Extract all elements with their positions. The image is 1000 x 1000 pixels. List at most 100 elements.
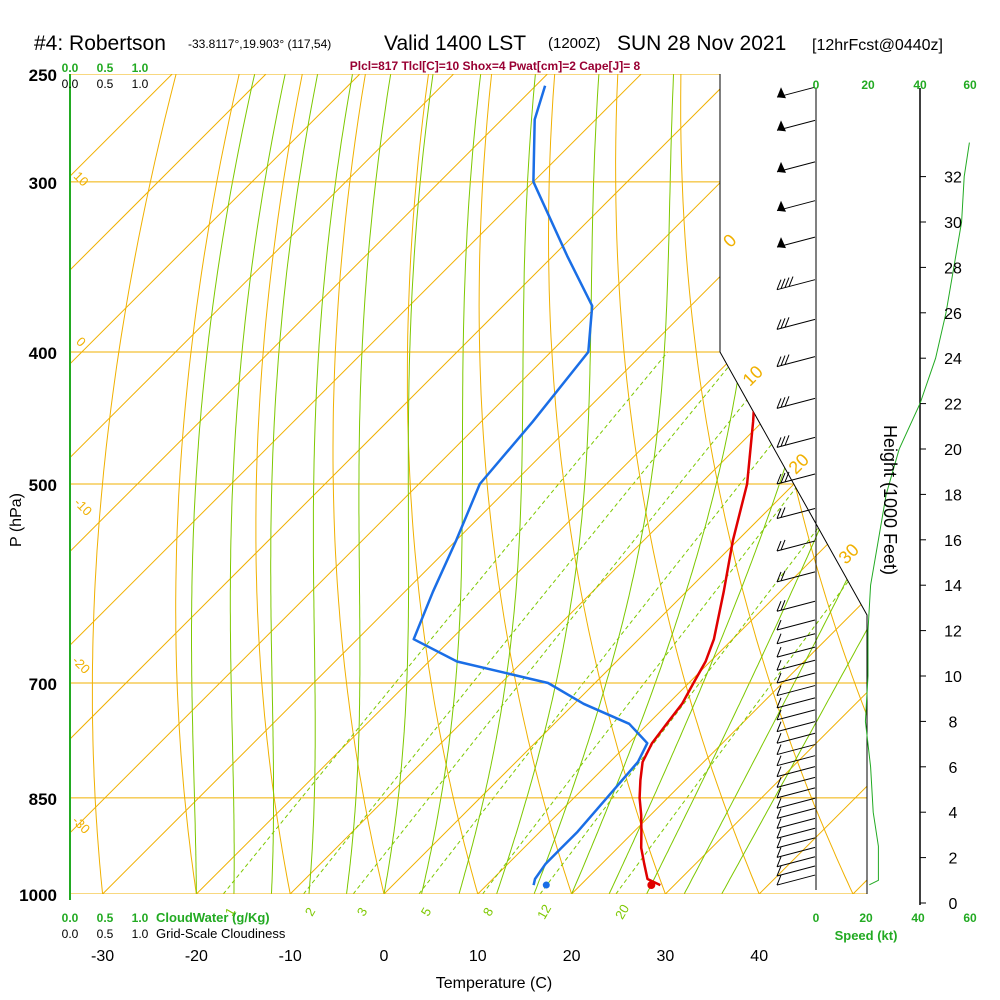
wind-barb-staff [776, 507, 816, 519]
dry-adiabat-line [91, 74, 183, 894]
cloud-scale-bottom-green: 0.0 [62, 911, 79, 925]
x-tick-label: 20 [563, 948, 581, 965]
wind-barb-staff [776, 697, 816, 709]
cloudwater-label: CloudWater (g/Kg) [156, 910, 270, 925]
wind-barb-feather [776, 828, 782, 839]
wind-barb [776, 317, 816, 330]
dry-adiabat-line [680, 74, 867, 894]
wind-barb [776, 354, 816, 368]
isotherm-line [70, 74, 267, 894]
x-tick-label: 0 [380, 948, 389, 965]
wind-barb-feather [780, 570, 786, 582]
y-axis-title: P (hPa) [8, 493, 25, 547]
isotherm-line [852, 74, 867, 894]
moist-adiabat-line [383, 74, 434, 894]
wind-barb-feather [776, 646, 782, 658]
wind-barb [776, 732, 816, 744]
wind-barb-staff [776, 279, 816, 291]
wind-barb-staff [776, 807, 816, 819]
x-axis-title: Temperature (C) [436, 975, 552, 992]
cloud-scale-top-green: 1.0 [132, 61, 149, 75]
wind-barb-staff [776, 436, 816, 448]
wind-barb-staff [776, 571, 816, 583]
wind-barb [776, 119, 816, 132]
wind-barb [776, 86, 816, 99]
wind-barb-feather [784, 435, 790, 446]
station-name: #4: Robertson [34, 32, 166, 55]
height-tick-label: 22 [944, 397, 962, 414]
wind-barb-feather [776, 787, 782, 799]
wind-barb-feather [776, 847, 782, 858]
wind-barb [776, 837, 816, 849]
height-tick-label: 16 [944, 533, 962, 550]
wind-barb-feather [776, 818, 782, 829]
wind-barb-pennant [777, 161, 786, 173]
p-tick-label: 700 [29, 675, 57, 694]
speed-profile-line [864, 142, 970, 886]
wind-barb-feather [776, 777, 782, 788]
cloud-scale-top-green: 0.5 [97, 61, 114, 75]
moist-adiabat-line [683, 74, 867, 894]
wind-barb-staff [776, 356, 816, 368]
mixing-ratio-label: 5 [418, 905, 435, 919]
isotherm-label: 20 [785, 450, 813, 478]
indices-line: Plcl=817 Tlcl[C]=10 Shox=4 Pwat[cm]=2 Ca… [350, 59, 641, 73]
wind-barb-pennant [777, 87, 786, 99]
isotherm-line [70, 74, 361, 894]
wind-barb [776, 865, 816, 877]
parcel-line [756, 161, 766, 221]
height-tick-label: 12 [944, 624, 962, 641]
wind-barb-staff [776, 600, 816, 612]
wind-barb [776, 697, 816, 709]
height-tick-label: 6 [949, 760, 958, 777]
cloud-scale-bottom-black: 1.0 [132, 927, 149, 941]
wind-barb-feather [776, 508, 782, 519]
wind-barb-feather [776, 798, 782, 809]
speed-top-tick: 60 [963, 78, 977, 92]
wind-barb-feather [776, 540, 782, 552]
wind-barb [776, 797, 816, 809]
valid-time: Valid 1400 LST [384, 32, 526, 55]
wind-barb [776, 672, 816, 684]
height-tick-label: 18 [944, 487, 962, 504]
wind-barb-feather [776, 744, 782, 755]
wind-barb-feather [776, 356, 782, 367]
height-tick-label: 24 [944, 351, 962, 368]
wind-barb-feather [780, 355, 786, 366]
height-tick-label: 10 [944, 669, 962, 686]
wind-barb [776, 846, 816, 858]
wind-barb [776, 827, 816, 839]
temperature-line [638, 85, 777, 887]
wind-barb-staff [776, 672, 816, 684]
wind-barb-staff [776, 755, 816, 767]
dry-adiabat-line [478, 74, 582, 894]
moist-adiabat-line [270, 74, 319, 894]
height-tick-label: 28 [944, 260, 962, 277]
dry-adiabat-line [743, 74, 867, 894]
wind-barb-staff [776, 659, 816, 671]
wind-barb-feather [776, 279, 782, 290]
mixing-ratio-label: 20 [612, 902, 632, 922]
wind-barb-feather [780, 318, 786, 329]
wind-barb-feather [784, 317, 790, 328]
mixing-ratio-line [615, 351, 867, 894]
wind-barb-feather [776, 473, 782, 485]
wind-barb-staff [776, 732, 816, 744]
surface-dewpoint-marker [542, 881, 550, 889]
cloud-scale-top-black: 1.0 [132, 77, 149, 91]
wind-barb-staff [776, 619, 816, 631]
wind-barb [776, 856, 816, 868]
wind-barb [776, 744, 816, 756]
wind-barb-feather [776, 571, 782, 583]
speed-bottom-tick: 60 [963, 911, 977, 925]
isotherm-label: 10 [71, 168, 92, 189]
cloud-scale-bottom-black: 0.5 [97, 927, 114, 941]
wind-barb-staff [776, 540, 816, 552]
wind-barb [776, 787, 816, 799]
isotherm-line [70, 74, 454, 894]
isotherm-line [665, 74, 867, 894]
wind-barb-feather [776, 721, 782, 732]
wind-barb [776, 539, 816, 552]
mixing-ratio-line [222, 351, 669, 894]
wind-barb-pennant [777, 200, 786, 212]
